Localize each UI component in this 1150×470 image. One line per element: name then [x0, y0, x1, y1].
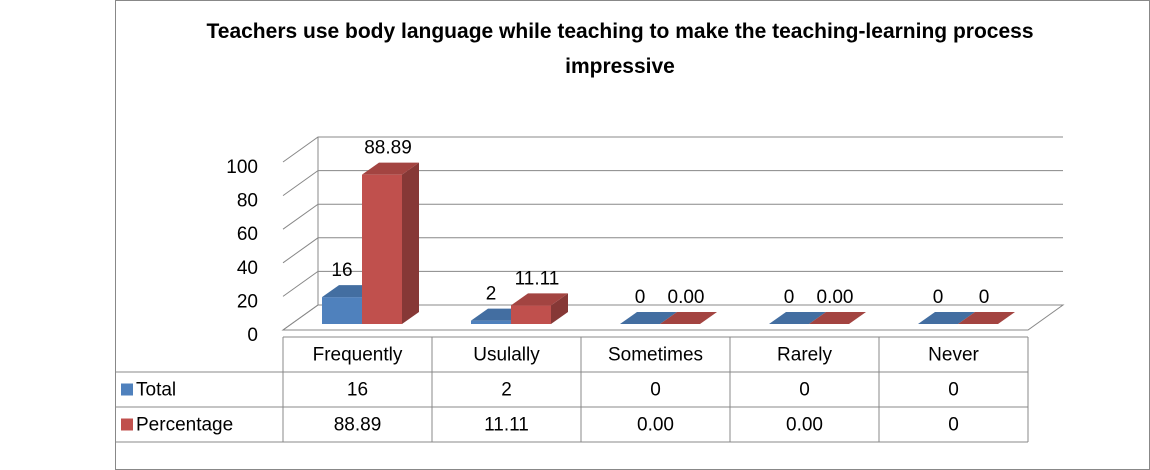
bar [362, 174, 402, 324]
table-cell: 11.11 [484, 415, 529, 436]
data-label: 0 [784, 287, 795, 308]
chart-title: Teachers use body language while teachin… [206, 20, 1034, 78]
bar-top [769, 312, 826, 324]
data-label: 16 [331, 260, 352, 281]
bar-top [620, 312, 677, 324]
x-tick-label: Rarely [777, 345, 832, 366]
grid-line [282, 237, 1063, 264]
data-label: 2 [486, 284, 497, 305]
bar-top [809, 312, 866, 324]
bar [471, 320, 511, 324]
table-cell: 0 [650, 380, 661, 401]
x-tick-label: Usulally [473, 345, 540, 366]
table-cell: 88.89 [334, 415, 382, 436]
grid-line [282, 203, 1063, 230]
legend-key [121, 418, 133, 431]
y-tick-label: 0 [247, 325, 258, 346]
data-label: 0 [979, 287, 990, 308]
data-label: 88.89 [364, 138, 412, 159]
x-tick-label: Frequently [313, 345, 403, 366]
bar [511, 305, 551, 324]
x-tick-label: Sometimes [608, 345, 703, 366]
data-label: 11.11 [515, 268, 560, 289]
bar-top [660, 312, 717, 324]
table-cell: 0 [799, 380, 810, 401]
x-tick-label: Never [928, 345, 979, 366]
y-tick-label: 40 [237, 258, 258, 279]
table-cell: 0 [948, 415, 959, 436]
y-tick-label: 100 [226, 157, 258, 178]
y-tick-label: 80 [237, 191, 258, 212]
data-label: 0.00 [817, 287, 854, 308]
table-cell: 2 [501, 380, 512, 401]
legend-label: Percentage [136, 415, 233, 436]
bar [322, 297, 362, 324]
y-tick-label: 60 [237, 224, 258, 245]
data-label: 0 [933, 287, 944, 308]
bar-top [511, 293, 568, 306]
bar-side [551, 293, 568, 324]
grid-line [282, 270, 1063, 297]
bar-top [918, 312, 975, 324]
legend-key [121, 383, 133, 396]
table-cell: 0.00 [786, 415, 823, 436]
table-cell: 0.00 [637, 415, 674, 436]
y-tick-label: 20 [237, 291, 258, 312]
table-cell: 16 [347, 380, 368, 401]
bar-top [958, 312, 1015, 324]
data-label: 0.00 [668, 287, 705, 308]
table-cell: 0 [948, 380, 959, 401]
grid-line [282, 304, 1063, 331]
legend-label: Total [136, 380, 176, 401]
bar-top [362, 162, 419, 175]
bar-side [402, 162, 419, 324]
grid-line [282, 170, 1063, 197]
grid-line [282, 136, 1063, 163]
data-label: 0 [635, 287, 646, 308]
